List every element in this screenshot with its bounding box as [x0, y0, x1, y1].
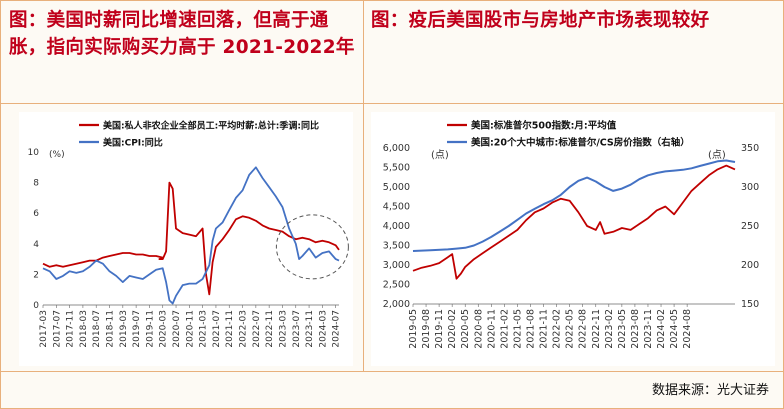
x-tick-label: 2019-03: [119, 310, 129, 348]
x-tick-label: 2017-07: [52, 310, 62, 348]
right-y-tick-label: 300: [741, 182, 759, 193]
x-tick-label: 2022-07: [252, 310, 262, 348]
x-tick-label: 2020-05: [460, 309, 471, 349]
x-tick-label: 2023-07: [292, 310, 302, 348]
x-tick-label: 2021-03: [199, 310, 209, 348]
legend-label: 美国:CPI:同比: [103, 137, 163, 149]
title-divider: [1, 103, 783, 104]
right-figure-title: 图：疫后美国股市与房地产市场表现较好: [371, 10, 710, 31]
legend-label: 美国:20个大中城市:标准普尔/CS房价指数（右轴）: [470, 137, 690, 149]
x-tick-label: 2022-03: [239, 310, 249, 348]
x-tick-label: 2019-11: [434, 309, 445, 349]
stock-housing-chart: (点) (点) 2,000 2,500 3,000 3,500 4,000 4,500 5,00…: [383, 120, 759, 349]
x-tick-label: 2021-02: [499, 309, 510, 349]
x-tick-label: 2018-07: [92, 310, 102, 348]
y-tick-label: 8: [33, 179, 39, 189]
left-y-tick-label: 5,000: [383, 182, 410, 193]
right-y-tick-label: 150: [741, 299, 759, 310]
left-y-tick-label: 4,500: [383, 202, 410, 213]
x-tick-label: 2023-02: [604, 309, 615, 349]
x-tick-label: 2021-11: [225, 310, 235, 348]
y-tick-label: 4: [33, 240, 39, 250]
x-tick-label: 2023-11: [643, 309, 654, 349]
legend-label: 美国:标准普尔500指数:月:平均值: [470, 120, 617, 132]
x-tick-label: 2017-03: [39, 310, 49, 348]
y-tick-label: 10: [28, 148, 40, 158]
x-tick-label: 2023-05: [617, 309, 628, 349]
x-tick-label: 2021-08: [525, 309, 536, 349]
legend-label: 美国:私人非农企业全部员工:平均时薪:总计:季调:同比: [103, 120, 319, 132]
x-tick-label: 2019-08: [421, 309, 432, 349]
right-unit-label: (点): [708, 149, 726, 161]
left-y-tick-label: 4,000: [383, 221, 410, 232]
x-tick-label: 2022-02: [552, 309, 563, 349]
case-shiller-line: [412, 159, 736, 252]
right-y-tick-label: 250: [741, 221, 759, 232]
x-tick-label: 2020-11: [486, 309, 497, 349]
left-y-tick-label: 2,000: [383, 299, 410, 310]
y-tick-label: 0: [33, 301, 39, 311]
x-tick-label: 2024-03: [318, 310, 328, 348]
x-tick-label: 2024-07: [332, 310, 342, 348]
y-tick-label: 6: [33, 209, 39, 219]
x-tick-label: 2018-11: [106, 310, 116, 348]
sp500-line: [412, 164, 736, 280]
x-tick-label: 2019-05: [408, 309, 419, 349]
x-tick-label: 2022-08: [578, 309, 589, 349]
y-tick-label: 2: [33, 270, 39, 280]
x-tick-label: 2019-11: [145, 310, 155, 348]
x-tick-label: 2021-07: [212, 310, 222, 348]
cpi-line: [42, 166, 340, 305]
x-tick-label: 2024-08: [682, 309, 693, 349]
right-y-tick-label: 350: [741, 143, 759, 154]
wage-growth-line: [42, 181, 340, 296]
x-tick-label: 2021-11: [539, 309, 550, 349]
x-tick-label: 2022-11: [265, 310, 275, 348]
left-y-tick-label: 3,000: [383, 260, 410, 271]
x-tick-label: 2022-11: [591, 309, 602, 349]
left-y-tick-label: 5,500: [383, 163, 410, 174]
data-source: 数据来源：光大证券: [651, 383, 769, 398]
x-tick-label: 2020-11: [185, 310, 195, 348]
highlight-ellipse: [275, 214, 349, 280]
wage-cpi-chart-panel: (%) 0 2 4 6 8 10 2017-03 2017-07 2017-11 2018-03 20…: [19, 112, 353, 366]
left-y-tick-label: 3,500: [383, 241, 410, 252]
footer-divider: [1, 371, 783, 372]
left-figure-title: 图：美国时薪同比增速回落，但高于通胀，指向实际购买力高于 2021-2022年: [9, 10, 355, 58]
x-tick-label: 2017-11: [66, 310, 76, 348]
left-unit-label: (点): [431, 149, 449, 161]
x-tick-label: 2023-03: [278, 310, 288, 348]
x-tick-label: 2020-02: [447, 309, 458, 349]
x-tick-label: 2023-08: [630, 309, 641, 349]
x-tick-label: 2019-07: [132, 310, 142, 348]
right-y-tick-label: 200: [741, 260, 759, 271]
left-y-tick-label: 2,500: [383, 280, 410, 291]
x-tick-label: 2021-05: [512, 309, 523, 349]
x-tick-label: 2018-03: [79, 310, 89, 348]
x-tick-label: 2020-08: [473, 309, 484, 349]
stock-housing-chart-panel: (点) (点) 2,000 2,500 3,000 3,500 4,000 4,500 5,00…: [371, 112, 775, 366]
x-tick-label: 2024-02: [656, 309, 667, 349]
x-tick-label: 2023-11: [305, 310, 315, 348]
left-y-tick-label: 6,000: [383, 143, 410, 154]
y-unit-label: (%): [49, 150, 65, 160]
column-divider: [363, 1, 364, 371]
x-tick-label: 2020-03: [159, 310, 169, 348]
x-tick-label: 2024-05: [669, 309, 680, 349]
x-tick-label: 2022-05: [565, 309, 576, 349]
x-tick-label: 2020-07: [172, 310, 182, 348]
